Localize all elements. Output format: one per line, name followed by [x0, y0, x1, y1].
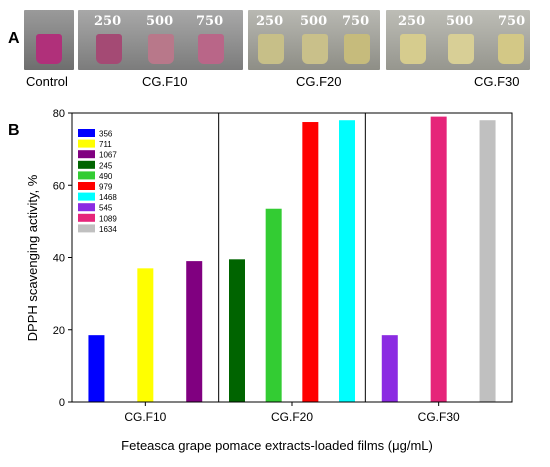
bar-245 — [229, 259, 245, 402]
cgf10-conc-1: 250 — [94, 14, 122, 29]
legend-swatch-545 — [78, 203, 95, 212]
cgf20-vial-3 — [344, 34, 370, 64]
cgf10-vial-3 — [198, 34, 224, 64]
cgf10-conc-3: 750 — [196, 14, 224, 29]
legend-label-979: 979 — [99, 183, 113, 192]
cgf30-conc-2: 500 — [446, 14, 474, 29]
cgf20-conc-1: 250 — [256, 14, 284, 29]
y-tick-label: 40 — [53, 253, 65, 265]
legend-label-711: 711 — [99, 140, 112, 149]
legend-swatch-356 — [78, 129, 95, 137]
x-tick-label: CG.F30 — [418, 410, 460, 424]
cgf20-conc-3: 750 — [342, 14, 370, 29]
bars-layer — [88, 116, 496, 403]
legend-label-545: 545 — [99, 204, 113, 213]
cgf30-vial-2 — [448, 34, 474, 64]
cgf30-label: CG.F30 — [474, 74, 520, 89]
legend-label-1067: 1067 — [99, 151, 117, 160]
bar-711 — [137, 268, 154, 402]
cgf10-conc-2: 500 — [146, 14, 174, 29]
bar-490 — [265, 208, 282, 402]
bar-1067 — [186, 261, 203, 402]
panel-b-letter: B — [8, 122, 20, 139]
bar-1089 — [430, 116, 447, 403]
bar-979 — [302, 122, 319, 402]
legend-swatch-245 — [78, 160, 95, 169]
x-tick-label: CG.F20 — [271, 410, 313, 424]
cgf20-photo: 250 500 750 — [248, 10, 380, 70]
legend-swatch-490 — [78, 171, 95, 180]
x-tick-label: CG.F10 — [124, 410, 166, 424]
cgf10-photo: 250 500 750 — [78, 10, 243, 70]
legend-label-1468: 1468 — [99, 193, 117, 202]
y-tick-label: 80 — [53, 108, 65, 120]
cgf10-vial-1 — [96, 34, 122, 64]
bar-1468 — [339, 120, 355, 402]
cgf20-vial-2 — [302, 34, 328, 64]
control-photo — [24, 10, 74, 70]
cgf20-vial-1 — [258, 34, 284, 64]
legend-label-245: 245 — [99, 161, 113, 170]
bar-356 — [88, 335, 105, 402]
y-tick-label: 0 — [59, 397, 65, 409]
cgf30-vial-3 — [498, 34, 524, 64]
legend-label-1089: 1089 — [99, 214, 117, 223]
cgf30-conc-3: 750 — [498, 14, 526, 29]
control-label: Control — [26, 74, 68, 89]
cgf10-label: CG.F10 — [142, 74, 188, 89]
cgf10-vial-2 — [148, 34, 174, 64]
y-tick-label: 20 — [53, 325, 65, 337]
axes-layer: 0 20 40 60 80 CG.F10 CG.F20 CG.F30 — [53, 108, 513, 424]
y-tick-label: 60 — [53, 180, 65, 192]
legend-label-1634: 1634 — [99, 225, 117, 234]
y-axis-label: DPPH scavenging activity, % — [25, 174, 40, 341]
cgf30-conc-1: 250 — [398, 14, 426, 29]
legend-swatch-979 — [78, 182, 95, 190]
cgf30-vial-1 — [400, 34, 426, 64]
bar-545 — [381, 335, 398, 402]
legend-swatch-1634 — [78, 224, 95, 233]
legend-swatch-711 — [78, 139, 95, 148]
legend-label-356: 356 — [99, 130, 113, 139]
bar-1634 — [479, 120, 496, 402]
cgf30-photo: 250 500 750 — [386, 10, 530, 70]
legend-swatch-1067 — [78, 150, 95, 159]
legend-swatch-1468 — [78, 192, 95, 201]
legend-swatch-1089 — [78, 213, 95, 222]
control-vial — [36, 34, 62, 64]
legend-label-490: 490 — [99, 172, 113, 181]
panel-a-letter: A — [8, 30, 20, 47]
cgf20-label: CG.F20 — [296, 74, 342, 89]
cgf20-conc-2: 500 — [300, 14, 328, 29]
x-axis-label: Feteasca grape pomace extracts-loaded fi… — [121, 438, 433, 453]
